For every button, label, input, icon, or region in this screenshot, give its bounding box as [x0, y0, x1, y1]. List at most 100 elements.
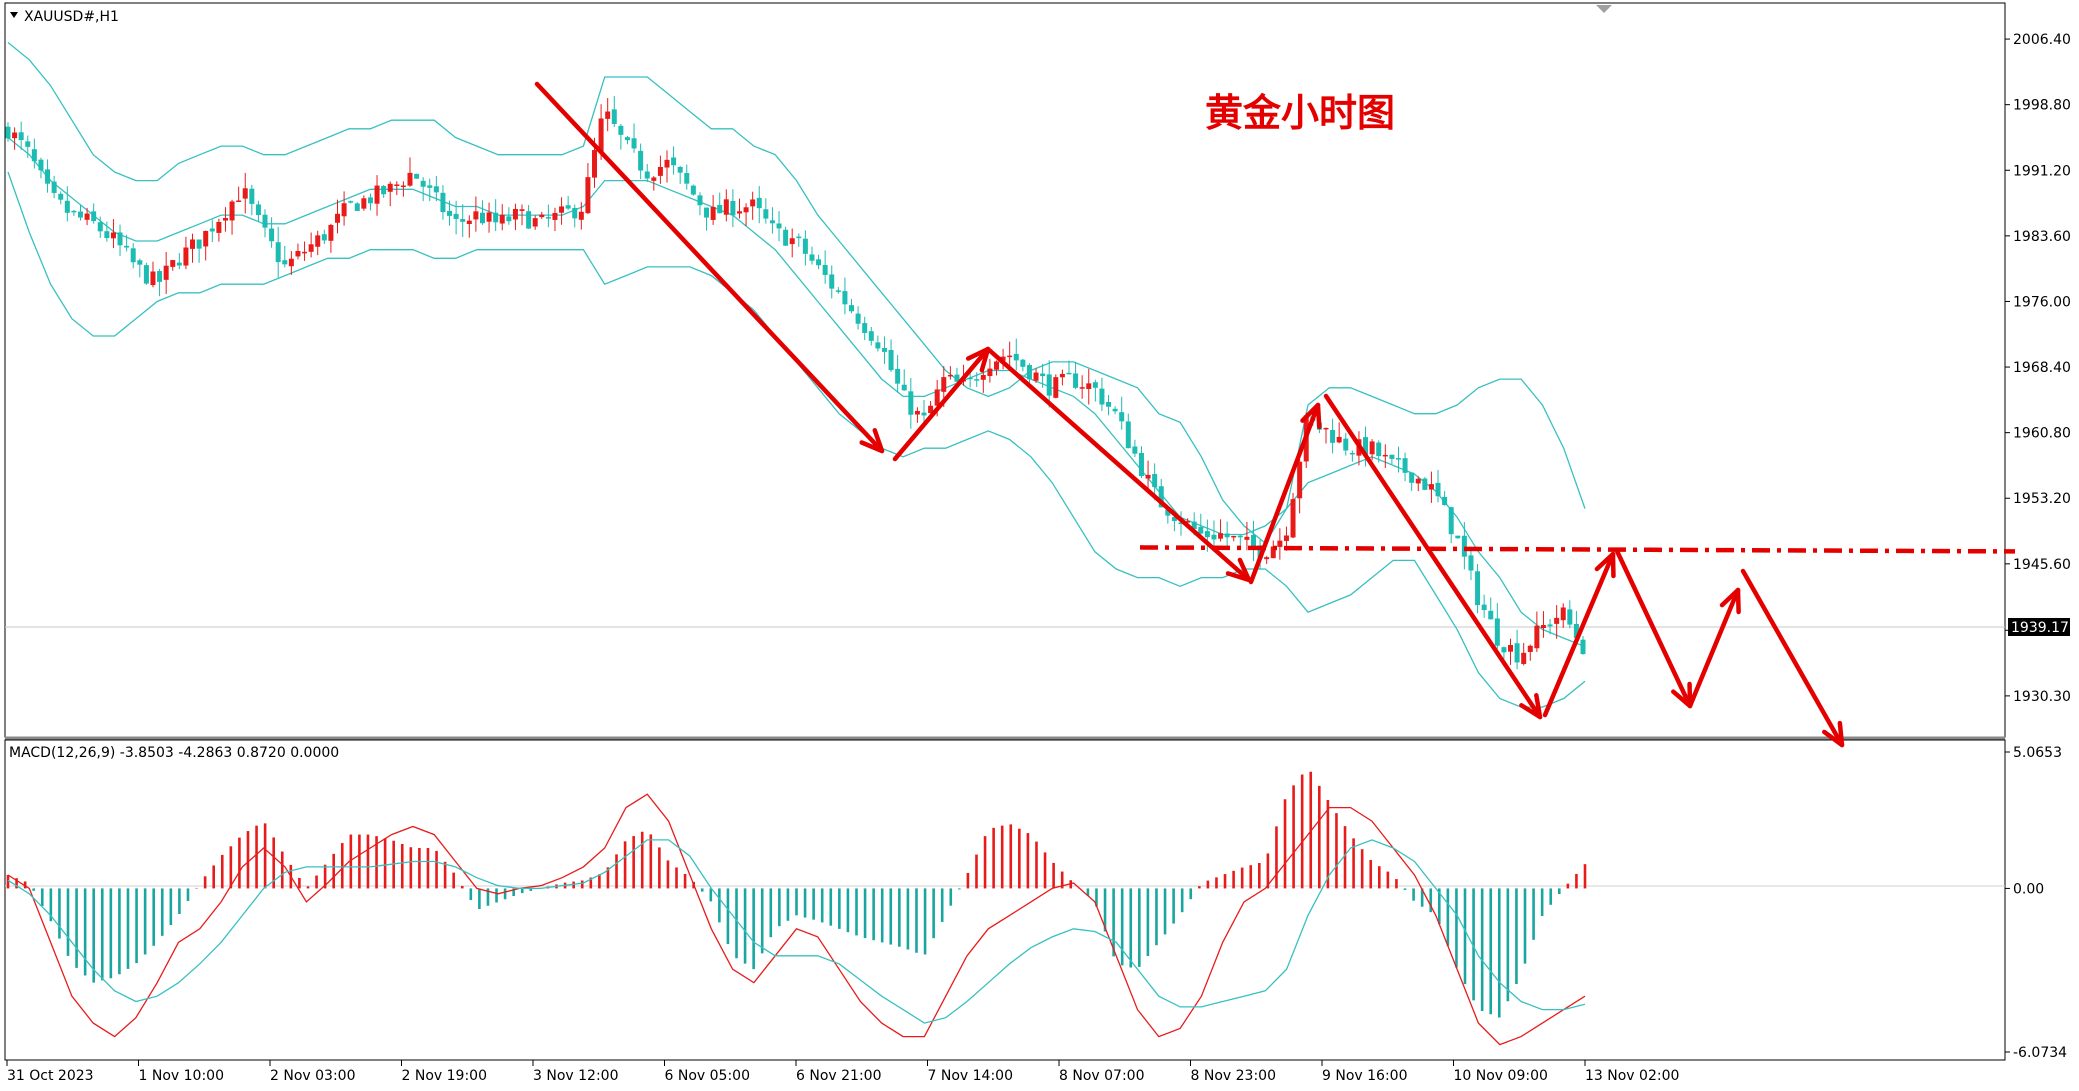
candle-body — [262, 214, 268, 228]
candle-body — [163, 265, 169, 280]
bollinger-middle — [7, 136, 1586, 648]
candle-body — [1244, 536, 1250, 540]
scroll-marker-icon[interactable] — [1596, 5, 1612, 13]
candle-body — [1251, 534, 1257, 547]
time-axis[interactable]: 31 Oct 2023 1 Nov 10:00 2 Nov 03:00 2 Nov 1… — [6, 1060, 1679, 1084]
candle-body — [453, 213, 459, 219]
candle-body — [1481, 604, 1487, 610]
candle-body — [545, 217, 551, 219]
candle-body — [414, 173, 420, 179]
candle-body — [302, 251, 308, 254]
candle-body — [1079, 387, 1085, 389]
candle-body — [901, 384, 907, 391]
candle-body — [1534, 625, 1540, 649]
price-axis[interactable]: 2006.40 1998.80 1991.20 1983.60 1976.00 1968.… — [2005, 32, 2071, 705]
candle-body — [473, 211, 479, 220]
macd-axis[interactable]: 5.0653 0.00 -6.0734 — [2005, 745, 2067, 1061]
candle-body — [334, 213, 340, 223]
candle-body — [1185, 521, 1191, 523]
candle-body — [104, 231, 110, 239]
candle-body — [1402, 458, 1408, 473]
candle-body — [1580, 639, 1586, 655]
candle-body — [1171, 517, 1177, 522]
candle-body — [750, 199, 756, 207]
arrow-down-2 — [985, 346, 1252, 583]
candle-body — [1336, 436, 1342, 443]
dropdown-triangle-icon[interactable] — [10, 12, 18, 18]
candle-body — [328, 224, 334, 241]
candle-body — [730, 201, 736, 216]
candle-body — [849, 305, 855, 312]
time-tick-label: 8 Nov 07:00 — [1059, 1068, 1144, 1084]
candlesticks — [5, 96, 1586, 670]
candle-body — [657, 166, 663, 176]
candle-body — [914, 411, 920, 415]
candle-body — [1422, 478, 1428, 490]
price-tick-label: 2006.40 — [2013, 32, 2071, 48]
candle-body — [1106, 402, 1112, 407]
candle-body — [1290, 499, 1296, 538]
candle-body — [1567, 609, 1573, 625]
candle-body — [881, 348, 887, 352]
time-tick-label: 6 Nov 21:00 — [796, 1068, 881, 1084]
candle-body — [18, 132, 24, 141]
candle-body — [216, 221, 222, 233]
candle-body — [855, 313, 861, 324]
candle-body — [1382, 454, 1388, 457]
candle-body — [1026, 365, 1032, 380]
candle-body — [1270, 546, 1276, 559]
candle-body — [1145, 474, 1151, 479]
candle-body — [572, 207, 578, 219]
price-tick-label: 1945.60 — [2013, 557, 2071, 573]
candle-body — [763, 209, 769, 219]
candle-body — [717, 204, 723, 214]
candle-body — [862, 323, 868, 333]
candle-body — [1554, 617, 1560, 624]
candle-body — [1198, 527, 1204, 534]
candle-body — [222, 218, 228, 221]
arrow-down-5-head — [1822, 720, 1845, 748]
current-price-label: 1939.17 — [2011, 620, 2069, 636]
candle-body — [242, 188, 248, 199]
candle-body — [1218, 533, 1224, 539]
candle-body — [565, 205, 571, 209]
candle-body — [1099, 388, 1105, 405]
candle-body — [1501, 647, 1507, 653]
candle-body — [341, 203, 347, 217]
candle-body — [1073, 373, 1079, 388]
candle-body — [559, 206, 565, 213]
price-tick-label: 1983.60 — [2013, 229, 2071, 245]
candle-body — [1224, 533, 1230, 538]
price-tick-label: 1960.80 — [2013, 426, 2071, 442]
candle-body — [842, 291, 848, 305]
candle-body — [236, 200, 242, 202]
candle-body — [354, 203, 360, 211]
arrow-down-3 — [1323, 393, 1543, 720]
signal-line — [7, 839, 1586, 1024]
time-tick-label: 2 Nov 19:00 — [402, 1068, 487, 1084]
candle-body — [1191, 521, 1197, 529]
candle-body — [5, 126, 11, 139]
candle-body — [835, 290, 841, 292]
candle-body — [361, 198, 367, 209]
time-tick-label: 13 Nov 02:00 — [1585, 1068, 1679, 1084]
candle-body — [539, 214, 545, 218]
candle-body — [1158, 486, 1164, 508]
candle-body — [796, 236, 802, 239]
candle-body — [1297, 461, 1303, 499]
candle-body — [143, 265, 149, 284]
macd-indicator — [6, 771, 1587, 1046]
candle-body — [1283, 535, 1289, 541]
candle-body — [743, 207, 749, 213]
candle-body — [84, 213, 90, 220]
macd-tick-label: 5.0653 — [2013, 745, 2062, 761]
time-tick-label: 3 Nov 12:00 — [533, 1068, 618, 1084]
candle-body — [203, 230, 209, 247]
candle-body — [598, 118, 604, 153]
candle-body — [1040, 373, 1046, 377]
candle-body — [466, 220, 472, 224]
candle-body — [816, 259, 822, 266]
candle-body — [229, 201, 235, 221]
candle-body — [1442, 496, 1448, 506]
